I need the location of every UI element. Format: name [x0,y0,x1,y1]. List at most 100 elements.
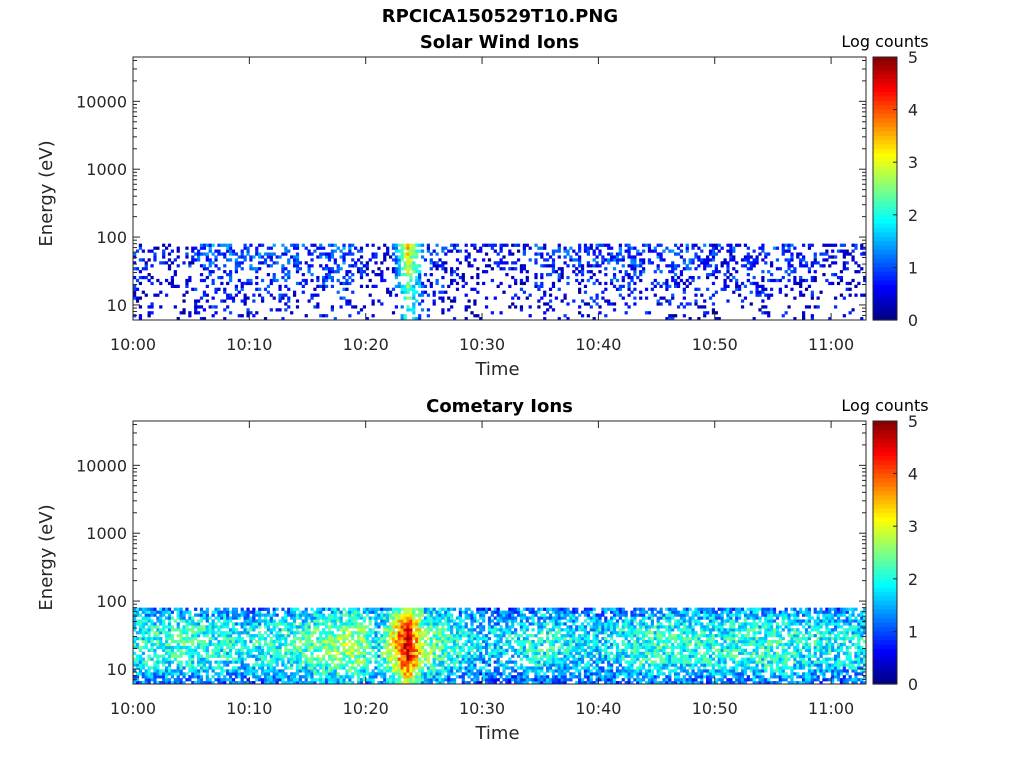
heatmap-cell [304,631,308,635]
heatmap-cell [313,666,317,670]
heatmap-cell [409,255,413,259]
heatmap-cell [374,654,378,658]
heatmap-cell [450,607,454,611]
heatmap-cell [231,666,236,670]
heatmap-cell [156,645,160,650]
colorbar-segment [873,118,897,124]
heatmap-cell [356,681,361,685]
heatmap-cell [226,616,230,620]
heatmap-cell [508,619,512,623]
heatmap-cell [447,637,451,641]
heatmap-cell [194,305,198,309]
heatmap-cell [548,669,553,673]
heatmap-cell [444,669,448,673]
heatmap-cell [354,607,358,611]
heatmap-cell [205,628,209,632]
heatmap-cell [415,678,419,682]
heatmap-cell [546,678,550,682]
heatmap-cell [278,631,282,635]
heatmap-cell [205,631,209,635]
heatmap-cell [508,628,512,632]
heatmap-cell [150,607,154,611]
heatmap-cell [426,672,430,676]
heatmap-cell [447,296,451,300]
heatmap-cell [298,625,303,629]
heatmap-cell [292,654,297,658]
heatmap-cell [266,651,271,655]
heatmap-cell [403,622,407,626]
heatmap-cell [138,631,143,635]
heatmap-cell [234,270,239,274]
heatmap-cell [551,639,556,644]
heatmap-cell [319,616,323,620]
heatmap-cell [141,625,145,629]
heatmap-cell [621,264,625,268]
heatmap-cell [234,267,239,271]
heatmap-cell [240,672,244,676]
heatmap-cell [278,293,282,297]
heatmap-cell [589,305,593,309]
heatmap-cell [336,666,340,670]
heatmap-cell [761,275,765,280]
heatmap-cell [679,243,684,247]
heatmap-cell [196,663,201,667]
heatmap-cell [196,651,201,655]
heatmap-cell [540,666,544,670]
heatmap-cell [473,287,477,291]
heatmap-cell [583,634,588,638]
heatmap-cell [228,637,233,641]
heatmap-cell [496,666,500,670]
heatmap-cell [450,243,454,247]
heatmap-cell [569,255,573,259]
heatmap-cell [214,255,218,259]
heatmap-cell [205,625,209,629]
heatmap-cell [394,654,398,658]
heatmap-cell [240,642,244,647]
heatmap-cell [147,631,151,635]
heatmap-cell [348,243,352,247]
heatmap-cell [141,663,145,667]
heatmap-cell [551,651,556,655]
colorbar-segment [873,298,897,304]
heatmap-cell [412,255,416,259]
heatmap-cell [156,625,160,629]
heatmap-cell [316,284,320,288]
heatmap-cell [516,637,521,641]
heatmap-cell [464,654,468,658]
heatmap-cell [150,264,154,268]
heatmap-cell [723,261,727,265]
heatmap-cell [423,678,428,682]
heatmap-cell [848,287,852,291]
heatmap-cell [272,607,276,611]
heatmap-cell [458,622,462,626]
heatmap-cell [304,281,308,286]
heatmap-cell [356,637,361,641]
heatmap-cell [133,637,137,641]
heatmap-cell [371,255,375,259]
heatmap-cell [639,261,643,265]
heatmap-cell [295,246,300,250]
heatmap-cell [420,681,425,685]
heatmap-cell [304,637,308,641]
heatmap-cell [406,305,410,309]
heatmap-cell [386,287,390,291]
heatmap-cell [211,243,215,247]
heatmap-cell [394,258,398,262]
colorbar-segment [873,78,897,84]
heatmap-cell [618,243,622,247]
heatmap-cell [807,243,812,247]
heatmap-cell [231,657,236,661]
heatmap-cell [586,302,590,306]
heatmap-cell [377,660,381,664]
heatmap-cell [790,252,794,256]
heatmap-cell [685,243,689,247]
heatmap-cell [676,246,681,250]
colorbar-segment [873,61,897,67]
heatmap-cell [482,619,486,623]
heatmap-cell [703,311,707,315]
heatmap-cell [307,648,311,652]
heatmap-cell [575,637,579,641]
heatmap-cell [269,619,273,623]
heatmap-cell [226,613,230,617]
heatmap-cell [359,642,364,647]
